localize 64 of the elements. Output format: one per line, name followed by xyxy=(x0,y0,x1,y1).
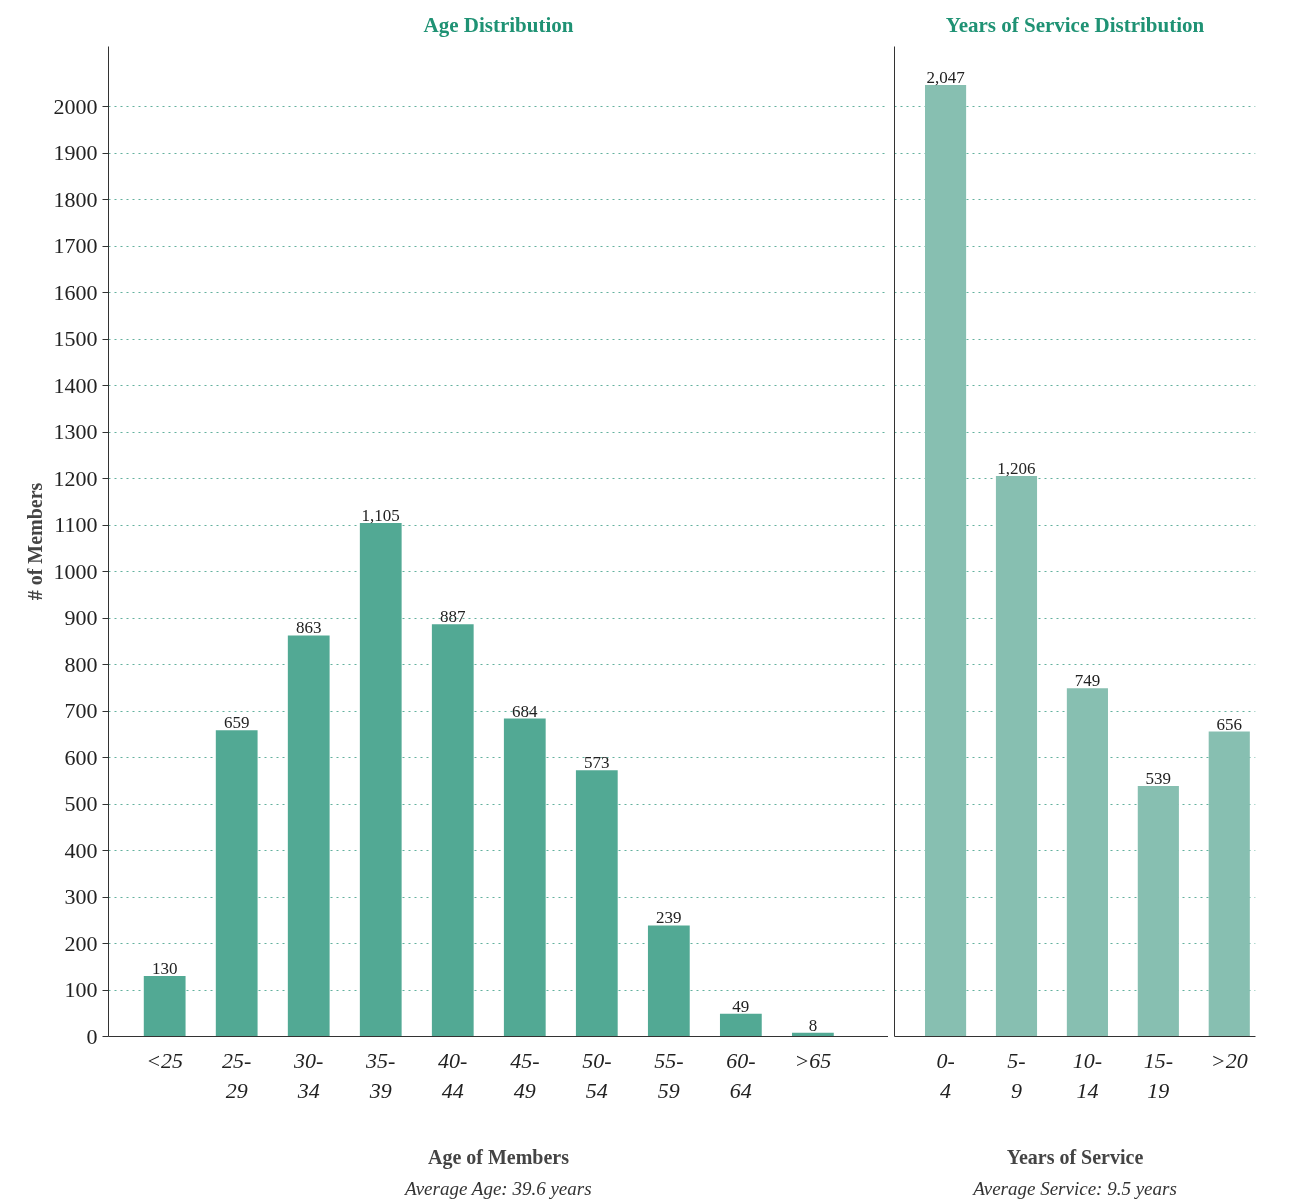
x-tick-label: 15-19 xyxy=(1143,1047,1173,1103)
data-label: 2,047 xyxy=(926,68,966,88)
x-tick-label: 50-54 xyxy=(582,1047,612,1103)
x-tick-label: 40-44 xyxy=(438,1047,468,1103)
y-tick-label: 400 xyxy=(64,837,98,863)
y-tick-label: 1500 xyxy=(53,326,98,352)
bar xyxy=(1137,785,1179,1037)
bar xyxy=(1208,731,1250,1037)
data-label: 130 xyxy=(151,959,178,979)
text: Average Service: 9.5 years xyxy=(971,1177,1177,1199)
y-tick-label: 300 xyxy=(64,884,98,910)
x-tick-label: 45-49 xyxy=(510,1047,540,1103)
y-tick-label: 1300 xyxy=(53,419,98,445)
chart-title: Years of Service Distribution xyxy=(945,12,1205,37)
y-tick-label: 100 xyxy=(64,977,98,1003)
data-label: 684 xyxy=(512,701,539,721)
data-label: 863 xyxy=(295,618,322,638)
x-tick-label: 60-64 xyxy=(726,1047,756,1103)
bar xyxy=(719,1013,762,1037)
y-tick-label: 500 xyxy=(64,791,98,817)
x-tick-label: 25-29 xyxy=(222,1047,252,1103)
text: Average Age: 39.6 years xyxy=(403,1177,592,1199)
data-label: 49 xyxy=(732,996,750,1016)
y-tick-label: 2000 xyxy=(53,93,98,119)
y-tick-label: 1100 xyxy=(54,512,98,538)
bar xyxy=(925,85,967,1037)
bar xyxy=(995,475,1038,1037)
y-tick-label: 700 xyxy=(64,698,98,724)
y-tick-label: 1700 xyxy=(53,233,98,259)
data-label: 239 xyxy=(656,908,682,928)
x-tick-label: 35-39 xyxy=(365,1047,396,1103)
data-label: 659 xyxy=(223,713,250,733)
y-axis-title: # of Members xyxy=(23,482,46,601)
y-tick-label: 800 xyxy=(64,651,98,677)
y-tick-label: 1000 xyxy=(53,558,98,584)
chart-title: Age Distribution xyxy=(423,12,574,37)
x-tick-label: 30-34 xyxy=(293,1047,324,1103)
y-tick-label: 1200 xyxy=(53,465,98,491)
y-tick-label: 1600 xyxy=(53,279,98,305)
y-tick-label: 0 xyxy=(86,1023,98,1049)
data-label: 656 xyxy=(1216,714,1243,734)
data-label: 749 xyxy=(1074,671,1101,691)
x-axis-title: Years of Service xyxy=(1006,1145,1144,1168)
y-tick-label: 1400 xyxy=(53,372,98,398)
x-axis-title: Age of Members xyxy=(427,1145,570,1169)
data-label: 887 xyxy=(440,607,467,627)
data-label: 8 xyxy=(808,1015,818,1035)
data-label: 539 xyxy=(1145,768,1172,788)
x-tick-label: <25 xyxy=(146,1047,184,1073)
x-tick-label: >65 xyxy=(794,1047,832,1073)
y-tick-label: 1900 xyxy=(53,140,98,166)
x-tick-label: 5-9 xyxy=(1007,1047,1026,1103)
y-tick-label: 900 xyxy=(64,605,98,631)
x-tick-label: 55-59 xyxy=(654,1047,684,1103)
data-label: 573 xyxy=(584,753,610,773)
data-label: 1,206 xyxy=(997,458,1036,478)
y-tick-label: 1800 xyxy=(53,186,98,212)
data-label: 1,105 xyxy=(361,505,400,525)
y-tick-label: 200 xyxy=(64,930,98,956)
bar xyxy=(1066,688,1108,1037)
x-tick-label: >20 xyxy=(1210,1047,1248,1073)
x-tick-label: 10-14 xyxy=(1072,1047,1103,1103)
y-tick-label: 600 xyxy=(64,744,98,770)
x-tick-label: 0-4 xyxy=(936,1047,955,1103)
